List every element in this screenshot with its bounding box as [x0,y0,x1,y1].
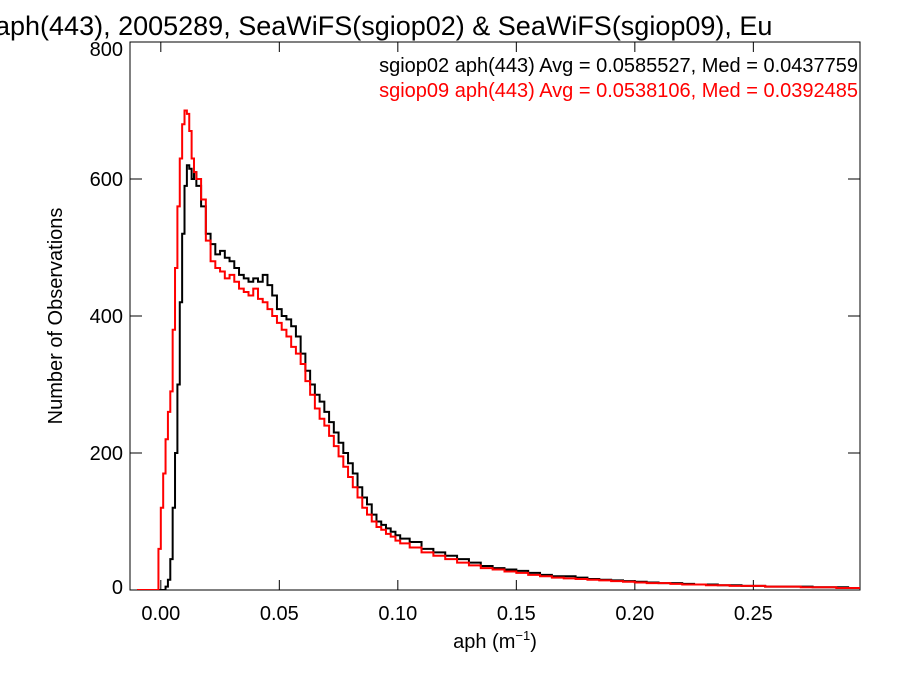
y-tick-label: 600 [90,169,123,191]
x-tick-label: 0.00 [141,603,180,625]
x-tick-label: 0.20 [615,603,654,625]
x-tick-label: 0.10 [378,603,417,625]
x-tick-label: 0.25 [734,603,773,625]
y-tick-label: 0 [112,577,123,599]
x-axis-label-superscript: −1 [515,628,530,643]
annotation-sgiop02: sgiop02 aph(443) Avg = 0.0585527, Med = … [379,55,858,77]
y-tick-label: 800 [90,39,123,61]
annotation-sgiop09: sgiop09 aph(443) Avg = 0.0538106, Med = … [379,80,858,102]
plot-frame [129,41,861,591]
series-layer [137,109,860,590]
y-tick-label: 200 [90,443,123,465]
y-axis-tick-labels: 0 200 400 600 800 [90,39,123,599]
x-axis-label: aph (m−1) [453,628,537,653]
x-axis-ticks [160,42,754,590]
x-axis-tick-labels: 0.00 0.05 0.10 0.15 0.20 0.25 [141,603,772,625]
x-tick-label: 0.05 [260,603,299,625]
x-axis-label-close: ) [530,631,537,653]
series-sgiop09-line [137,109,860,590]
x-tick-label: 0.15 [497,603,536,625]
y-tick-label: 400 [90,306,123,328]
chart-title: aph(443), 2005289, SeaWiFS(sgiop02) & Se… [0,11,772,41]
x-axis-label-base: aph (m [453,631,515,653]
series-sgiop02-line [137,164,860,590]
y-axis-label: Number of Observations [45,208,67,425]
y-axis-ticks [130,41,860,591]
